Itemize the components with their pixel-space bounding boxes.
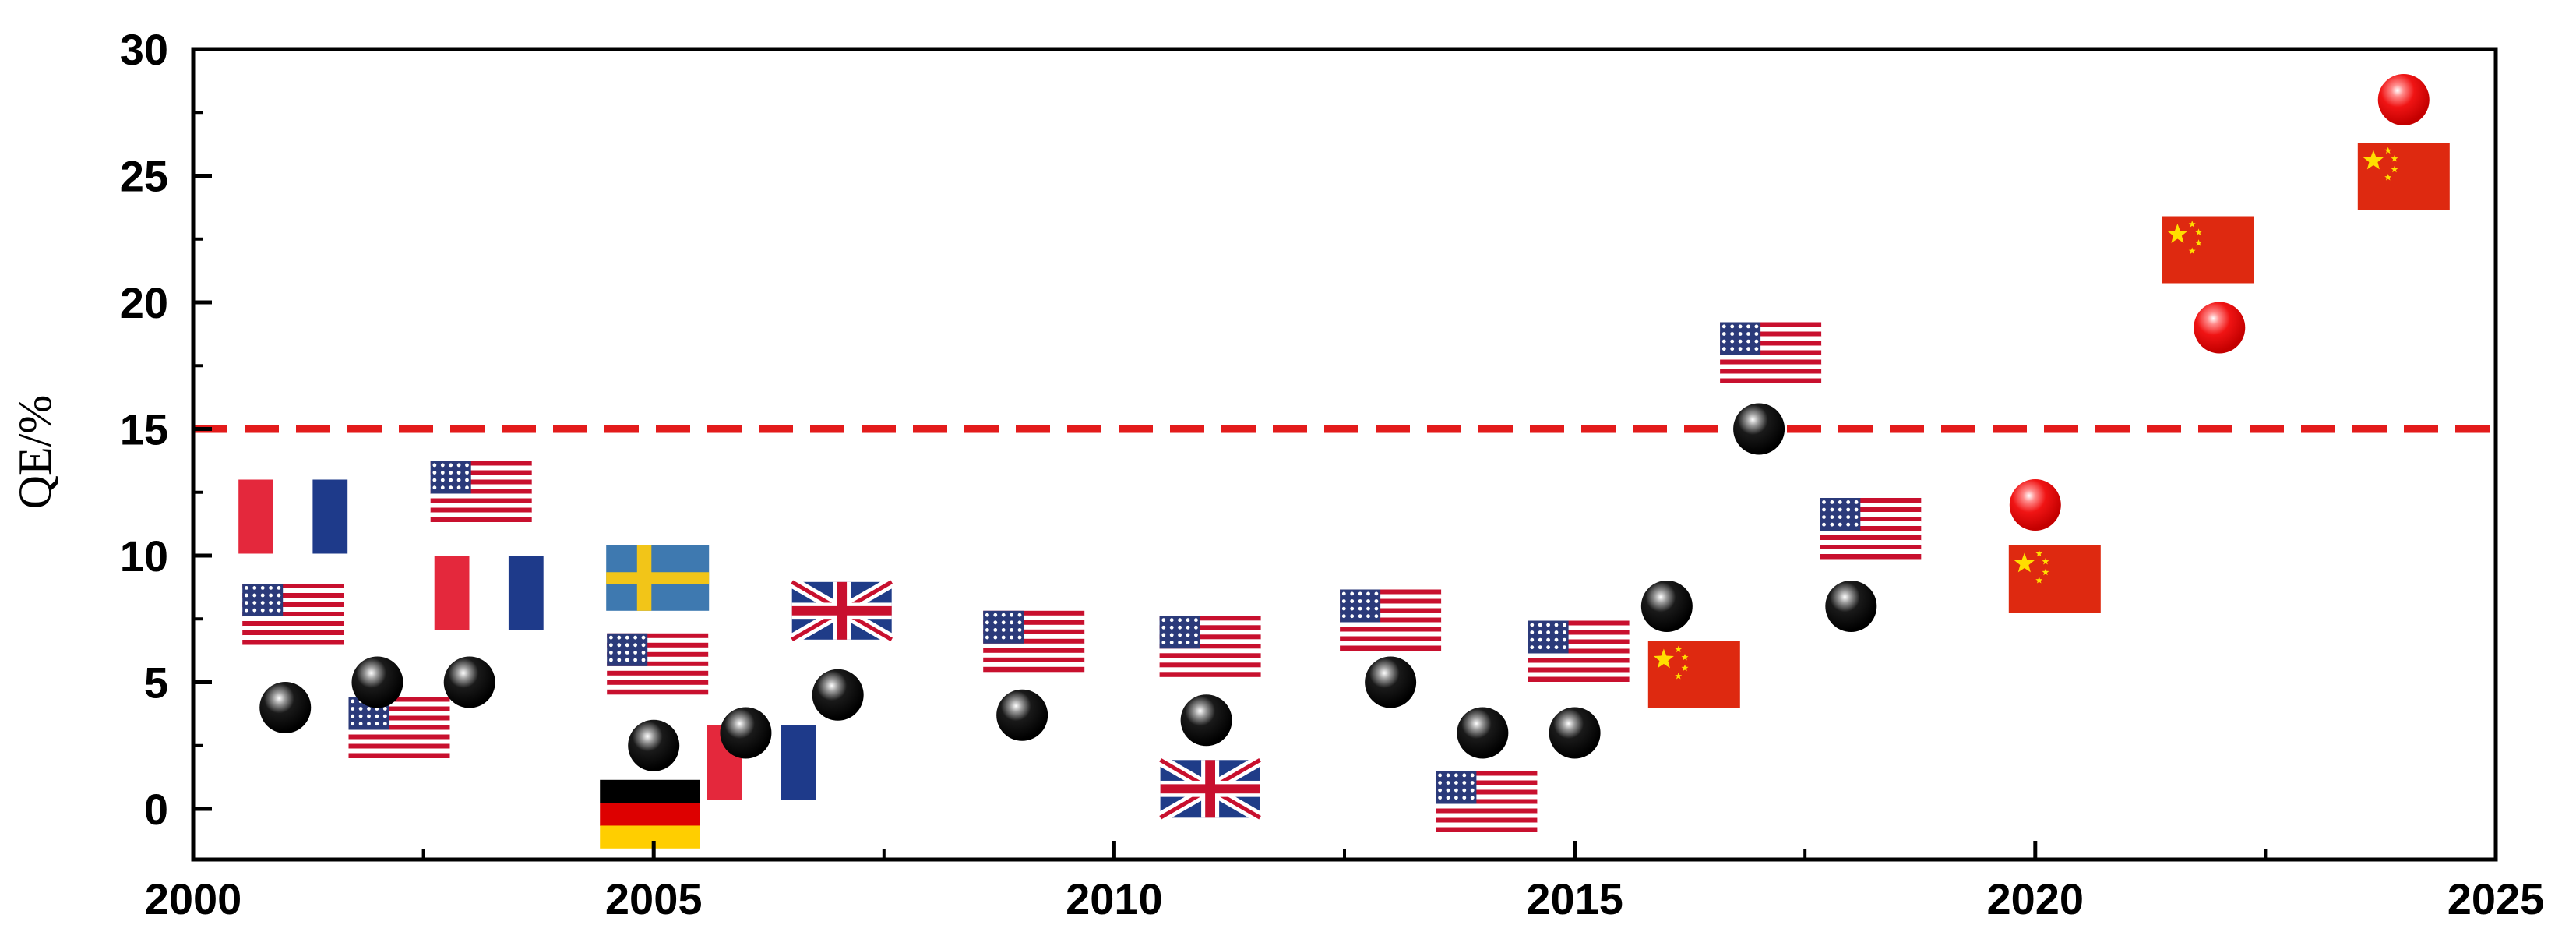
data-point-black xyxy=(1733,403,1785,455)
data-point-black xyxy=(1180,694,1232,747)
data-point-black xyxy=(996,689,1048,741)
flag-france-icon xyxy=(238,479,348,554)
y-tick-label: 30 xyxy=(120,25,168,74)
flag-france-icon xyxy=(434,556,544,630)
data-point-red xyxy=(2194,302,2246,354)
plot-frame xyxy=(191,47,2498,862)
data-point-red xyxy=(2377,74,2430,125)
flag-usa-icon xyxy=(242,584,344,645)
data-point-black xyxy=(1549,707,1601,759)
data-point-black xyxy=(1640,581,1693,632)
flag-china-icon xyxy=(2162,216,2254,284)
y-tick-label: 15 xyxy=(120,405,168,454)
data-point-red xyxy=(2009,479,2061,531)
x-tick-label: 2010 xyxy=(1066,874,1163,923)
y-tick-label: 5 xyxy=(144,658,168,708)
flag-usa-icon xyxy=(1340,589,1442,651)
flag-uk-icon xyxy=(1157,754,1263,823)
data-point-black xyxy=(1365,656,1417,708)
flag-usa-icon xyxy=(607,633,709,695)
data-point-black xyxy=(259,682,312,733)
y-tick-label: 0 xyxy=(144,785,168,834)
flag-china-icon xyxy=(1647,641,1740,708)
y-tick-label: 10 xyxy=(120,531,168,581)
flag-usa-icon xyxy=(1720,322,1822,383)
data-point-black xyxy=(812,669,864,721)
data-point-black xyxy=(628,719,680,771)
flag-usa-icon xyxy=(348,697,450,758)
flag-sweden-icon xyxy=(606,545,710,611)
flag-usa-icon xyxy=(430,461,532,522)
flag-usa-icon xyxy=(983,610,1085,673)
flag-germany-icon xyxy=(600,779,700,849)
flag-usa-icon xyxy=(1820,498,1922,560)
flag-uk-icon xyxy=(788,577,895,645)
x-tick-label: 2025 xyxy=(2447,874,2545,923)
flag-usa-icon xyxy=(1159,616,1261,677)
flag-usa-icon xyxy=(1528,620,1630,682)
x-tick-label: 2005 xyxy=(605,874,703,923)
data-point-black xyxy=(720,707,772,759)
data-point-black xyxy=(351,656,403,708)
flag-france-icon xyxy=(707,725,816,800)
x-tick-label: 2020 xyxy=(1987,874,2084,923)
y-tick-label: 20 xyxy=(120,278,168,327)
flag-china-icon xyxy=(2008,545,2101,613)
flag-china-icon xyxy=(2357,143,2450,210)
data-point-black xyxy=(1457,707,1509,759)
x-tick-label: 2015 xyxy=(1526,874,1623,923)
data-point-black xyxy=(443,656,495,708)
y-tick-label: 25 xyxy=(120,152,168,201)
y-axis-title: QE/% xyxy=(9,395,61,510)
data-point-black xyxy=(1825,581,1877,632)
flag-usa-icon xyxy=(1436,771,1538,832)
x-tick-label: 2000 xyxy=(145,874,242,923)
